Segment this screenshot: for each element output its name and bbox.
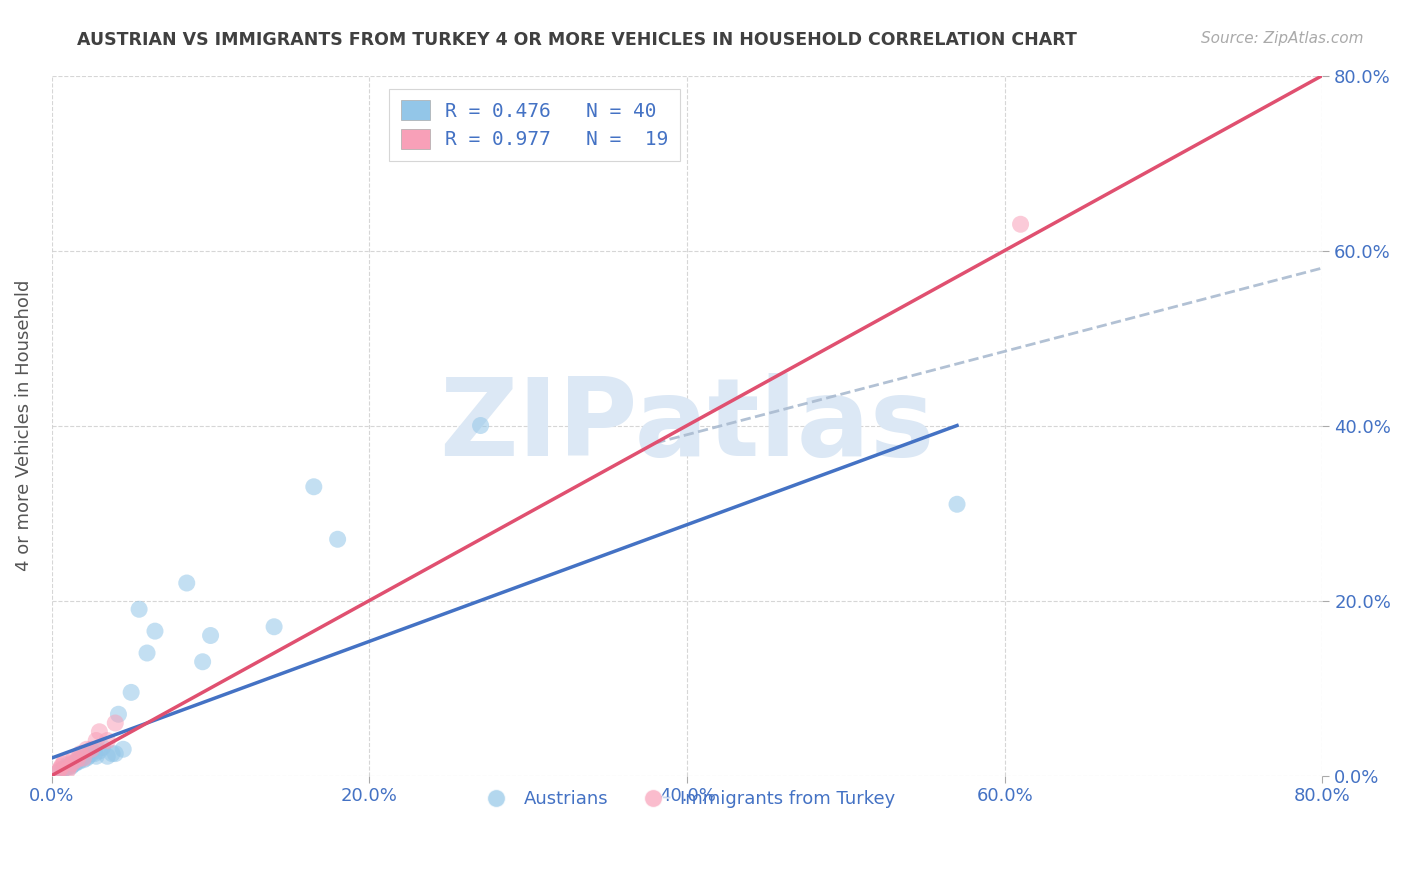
Point <box>66 753 89 767</box>
Point <box>53 755 76 769</box>
Point <box>60 756 83 771</box>
Point <box>53 762 76 776</box>
Point <box>69 753 91 767</box>
Point <box>96 733 118 747</box>
Point <box>72 749 94 764</box>
Text: AUSTRIAN VS IMMIGRANTS FROM TURKEY 4 OR MORE VEHICLES IN HOUSEHOLD CORRELATION C: AUSTRIAN VS IMMIGRANTS FROM TURKEY 4 OR … <box>77 31 1077 49</box>
Point <box>112 742 135 756</box>
Point <box>52 763 75 777</box>
Point <box>72 751 94 765</box>
Point <box>470 418 492 433</box>
Point <box>48 763 70 777</box>
Legend: Austrians, Immigrants from Turkey: Austrians, Immigrants from Turkey <box>471 783 903 815</box>
Point <box>48 764 70 779</box>
Point <box>302 480 325 494</box>
Point <box>136 646 159 660</box>
Point <box>58 760 80 774</box>
Point <box>76 742 98 756</box>
Point <box>326 533 349 547</box>
Point <box>56 758 79 772</box>
Point <box>191 655 214 669</box>
Point <box>56 760 79 774</box>
Point <box>67 755 90 769</box>
Text: ZIPatlas: ZIPatlas <box>439 373 935 478</box>
Point <box>69 747 91 761</box>
Point <box>60 758 83 772</box>
Point <box>65 756 87 770</box>
Point <box>107 707 129 722</box>
Point <box>66 754 89 768</box>
Point <box>946 497 969 511</box>
Point <box>52 757 75 772</box>
Point <box>80 742 103 756</box>
Point <box>69 751 91 765</box>
Point <box>143 624 166 639</box>
Y-axis label: 4 or more Vehicles in Household: 4 or more Vehicles in Household <box>15 280 32 571</box>
Point <box>84 733 107 747</box>
Point <box>59 760 82 774</box>
Point <box>104 716 127 731</box>
Point <box>63 751 86 765</box>
Point <box>89 744 111 758</box>
Point <box>128 602 150 616</box>
Text: Source: ZipAtlas.com: Source: ZipAtlas.com <box>1201 31 1364 46</box>
Point <box>101 747 124 761</box>
Point <box>200 628 222 642</box>
Point <box>263 620 285 634</box>
Point <box>80 744 103 758</box>
Point <box>84 749 107 764</box>
Point <box>77 749 100 764</box>
Point <box>80 747 103 761</box>
Point <box>76 751 98 765</box>
Point <box>65 756 87 771</box>
Point <box>72 753 94 767</box>
Point <box>96 749 118 764</box>
Point <box>46 764 69 779</box>
Point <box>1010 217 1032 231</box>
Point <box>91 740 114 755</box>
Point <box>56 764 79 778</box>
Point <box>83 747 105 761</box>
Point <box>120 685 142 699</box>
Point <box>51 760 73 774</box>
Point <box>104 747 127 761</box>
Point <box>89 724 111 739</box>
Point <box>176 576 198 591</box>
